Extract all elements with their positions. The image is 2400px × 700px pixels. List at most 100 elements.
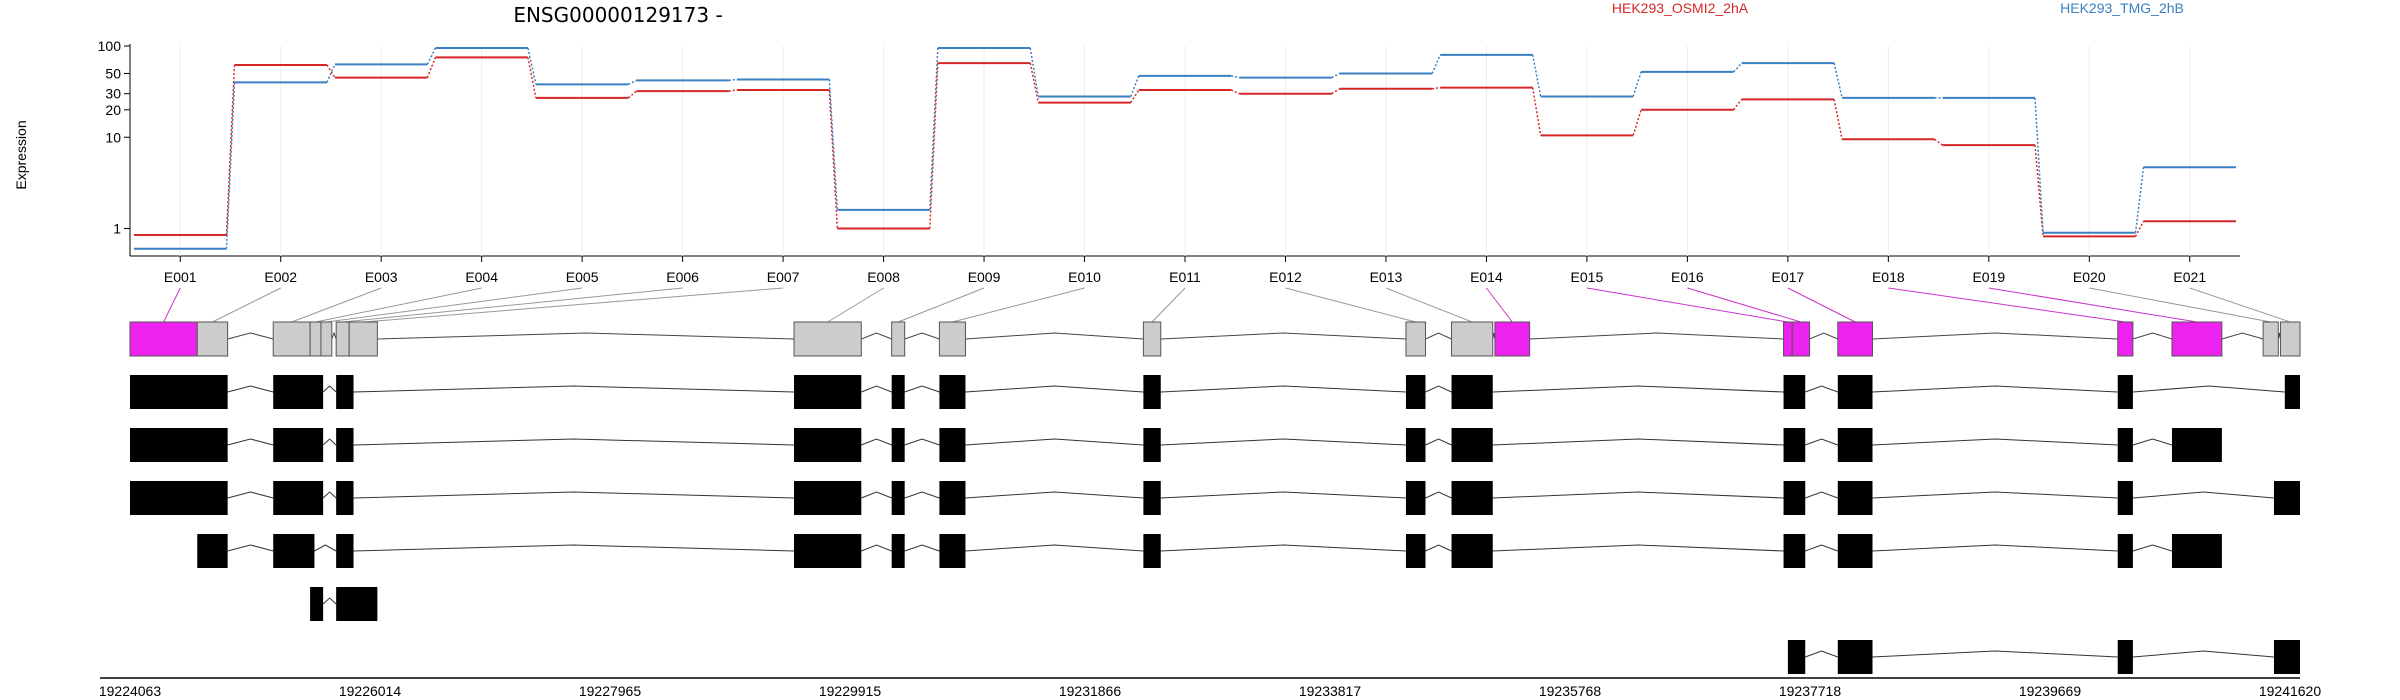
data-connector [326, 64, 336, 79]
data-connector [225, 64, 236, 236]
intron-line [1872, 332, 2118, 340]
exon-E006 [335, 321, 350, 357]
transcript-intron [227, 491, 274, 499]
transcript-3 [130, 481, 2300, 515]
exon-link [1151, 287, 1186, 323]
data-connector [828, 89, 839, 229]
x-tick-label: E018 [1872, 269, 1905, 285]
exon-E017 [1837, 321, 1874, 357]
transcript-intron [2132, 491, 2275, 499]
transcript-exon [2117, 481, 2133, 515]
data-connector [1130, 75, 1140, 97]
transcript-intron [1425, 491, 1452, 499]
x-tick-label: E015 [1571, 269, 1604, 285]
transcript-2 [130, 428, 2222, 462]
transcript-exon [891, 481, 905, 515]
transcript-exon [2171, 534, 2222, 568]
intron-line [2221, 332, 2264, 340]
intron-line [377, 332, 795, 340]
data-connector [1230, 89, 1240, 95]
transcript-exon [273, 481, 324, 515]
transcript-exon [1837, 534, 1873, 568]
legend-series-2: HEK293_TMG_2hB [2060, 0, 2184, 16]
transcript-intron [1160, 385, 1406, 393]
transcript-intron [227, 385, 274, 393]
exon-link [326, 287, 583, 323]
data-connector [326, 64, 336, 83]
exon-link [1787, 287, 1856, 323]
transcript-intron [227, 544, 274, 552]
exon-E007 [348, 321, 378, 357]
data-connector [1934, 138, 1944, 146]
intron-line [861, 332, 892, 340]
transcript-intron [353, 438, 795, 446]
data-connector [2134, 220, 2145, 237]
x-tick-label: E001 [164, 269, 197, 285]
transcript-intron [2132, 650, 2275, 658]
genomic-tick-label: 19239669 [2019, 683, 2082, 699]
genomic-tick-label: 19224063 [99, 683, 162, 699]
transcript-intron [1805, 438, 1838, 446]
transcript-exon [1783, 481, 1806, 515]
transcript-intron [861, 438, 892, 446]
exon-E003 [272, 321, 311, 357]
transcript-intron [1805, 650, 1838, 658]
transcript-intron [322, 597, 337, 605]
transcript-exon [1405, 481, 1426, 515]
transcript-exon [794, 375, 862, 409]
x-tick-label: E010 [1068, 269, 1101, 285]
genomic-tick-label: 19227965 [579, 683, 642, 699]
transcript-intron [353, 385, 795, 393]
exon-link [1586, 287, 1788, 323]
transcript-intron [1492, 385, 1784, 393]
transcript-intron [965, 544, 1144, 552]
exon-model [129, 287, 2301, 357]
transcript-intron [1805, 385, 1838, 393]
x-tick-label: E011 [1169, 269, 1201, 285]
genomic-tick-label: 19241620 [2259, 683, 2322, 699]
transcript-exon [794, 534, 862, 568]
transcript-exon [939, 375, 966, 409]
transcript-exon [1143, 428, 1161, 462]
transcript-intron [1872, 650, 2118, 658]
x-tick-label: E008 [867, 269, 900, 285]
data-connector [1733, 98, 1743, 111]
exon-E005 [320, 321, 333, 357]
x-tick-label: E019 [1972, 269, 2005, 285]
intron-line [227, 332, 274, 340]
data-connector [1733, 62, 1743, 73]
transcript-tracks [130, 375, 2300, 674]
transcript-intron [904, 491, 940, 499]
data-connector [1130, 89, 1140, 103]
genomic-tick-label: 19229915 [819, 683, 882, 699]
transcript-exon [336, 481, 354, 515]
y-tick-label: 1 [113, 221, 121, 237]
transcript-intron [861, 491, 892, 499]
transcript-intron [314, 544, 337, 552]
data-connector [1432, 86, 1441, 90]
transcript-intron [1492, 438, 1784, 446]
transcript-exon [1837, 375, 1873, 409]
transcript-intron [322, 385, 337, 393]
transcript-intron [1872, 438, 2118, 446]
transcript-intron [1425, 385, 1452, 393]
y-tick-label: 20 [105, 102, 121, 118]
data-connector [929, 63, 939, 229]
transcript-intron [322, 438, 337, 446]
exon-E008 [793, 321, 862, 357]
transcript-exon [1143, 534, 1161, 568]
genomic-tick-label: 19226014 [339, 683, 402, 699]
transcript-exon [1451, 534, 1493, 568]
intron-line [1160, 332, 1406, 340]
transcript-intron [353, 544, 795, 552]
x-tick-label: E021 [2173, 269, 2206, 285]
data-connector [1029, 62, 1040, 103]
exon-E001 [129, 321, 198, 357]
y-tick-label: 10 [105, 129, 121, 145]
transcript-exon [273, 428, 324, 462]
exon-E015 [1783, 321, 1793, 357]
data-connector [1632, 71, 1642, 97]
transcript-intron [2132, 385, 2285, 393]
data-connector [929, 47, 939, 210]
